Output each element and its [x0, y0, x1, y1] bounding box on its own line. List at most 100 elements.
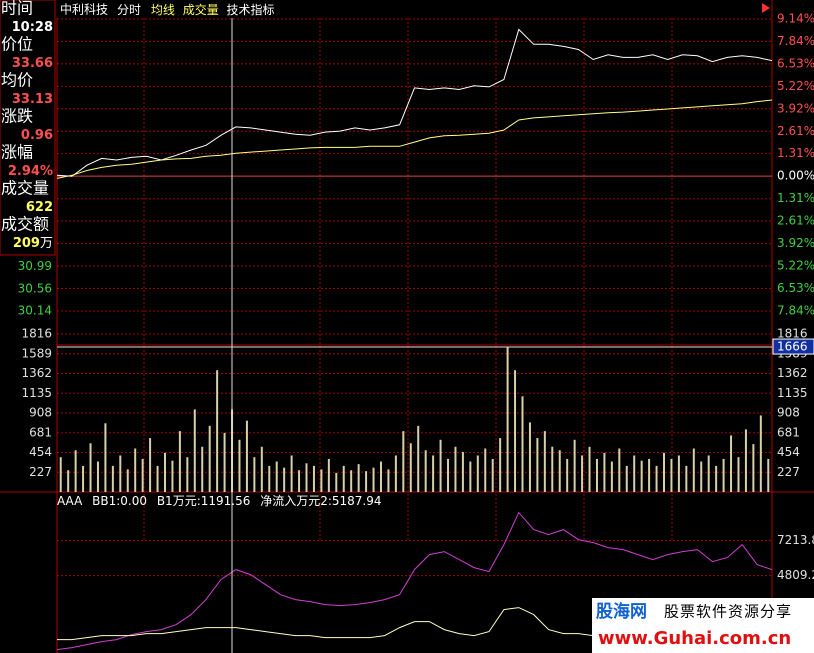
y-tick-label: 1589 — [21, 346, 52, 360]
volume-bar — [670, 458, 673, 492]
volume-bar — [543, 431, 546, 492]
tab[interactable]: 成交量 — [183, 2, 219, 17]
volume-bar — [469, 461, 472, 492]
info-value: 10:28 — [12, 20, 53, 35]
tab[interactable]: 分时 — [117, 3, 141, 17]
volume-bar — [633, 455, 636, 492]
y2-tick-label: 0.00% — [777, 169, 814, 183]
volume-bar — [506, 347, 509, 492]
tab[interactable]: 均线 — [151, 3, 175, 17]
series-line — [56, 28, 773, 177]
volume-bar — [372, 467, 375, 492]
volume-bar — [178, 431, 181, 492]
y-tick-label: 681 — [29, 425, 52, 439]
volume-bar — [744, 429, 747, 492]
cursor-label: 1666 — [777, 340, 808, 354]
readout: BB1:0.00 — [92, 494, 147, 508]
series-line — [56, 511, 773, 651]
volume-bar — [521, 396, 524, 492]
volume-bar — [186, 457, 189, 492]
volume-bar — [514, 370, 517, 492]
info-box — [0, 0, 56, 256]
arrow-icon[interactable] — [762, 3, 770, 13]
volume-bar — [379, 461, 382, 492]
y2-tick-label: 3.92% — [777, 101, 814, 115]
y2-tick-label: 1.31% — [777, 146, 814, 160]
info-label: 均价 — [1, 71, 33, 90]
volume-bar — [327, 458, 330, 492]
volume-bar — [96, 461, 99, 492]
volume-bar — [618, 448, 621, 492]
brand: 股海网 — [596, 601, 647, 622]
y-tick-label: 1816 — [21, 327, 52, 341]
volume-bar — [82, 465, 85, 492]
tabs: 分时 均线 成交量 技术指标 — [117, 2, 275, 17]
volume-bar — [283, 467, 286, 492]
volume-bar — [365, 471, 368, 492]
y2-tick-label: 5.22% — [777, 258, 814, 272]
volume-bar — [216, 370, 219, 492]
volume-bar — [89, 443, 92, 492]
y-tick-label-right: 681 — [777, 425, 800, 439]
y-tick-label: 30.99 — [18, 259, 52, 273]
volume-bar — [171, 460, 174, 492]
volume-bar — [126, 469, 129, 492]
y-tick-label-right: 454 — [777, 445, 800, 459]
volume-bar — [707, 455, 710, 492]
y2-tick-label: 2.61% — [777, 214, 814, 228]
value: 33.66 — [12, 56, 53, 71]
value: 2.94% — [8, 164, 53, 179]
volume-bar — [655, 465, 658, 492]
readout: B1万元:1191.56 — [157, 494, 251, 508]
volume-bar — [253, 457, 256, 492]
y-tick-label-right: 1362 — [777, 366, 808, 380]
volume-bar — [536, 438, 539, 492]
y-tick-label-right: 1816 — [777, 327, 808, 341]
y-tick-label-right: 1135 — [777, 386, 808, 400]
volume-bar — [238, 439, 241, 492]
volume-bar — [528, 422, 531, 492]
tab[interactable]: 技术指标 — [227, 2, 275, 17]
y2-tick-label: 9.14% — [777, 12, 814, 26]
unit: 万 — [40, 236, 53, 251]
volume-bar — [461, 451, 464, 492]
volume-bar — [320, 469, 323, 492]
volume-bar — [581, 455, 584, 492]
y-tick-label: 227 — [29, 465, 52, 479]
volume-bar — [648, 458, 651, 492]
volume-bar — [394, 455, 397, 492]
volume-bar — [268, 465, 271, 492]
volume-bar — [476, 455, 479, 492]
volume-bar — [692, 448, 695, 492]
stock-name: 中利科技 — [60, 2, 108, 17]
info-value: 209万 — [13, 236, 53, 251]
y-tick-label: 30.14 — [18, 304, 52, 318]
volume-bar — [730, 435, 733, 492]
value: 0.96 — [21, 128, 53, 143]
info-value: 0.96 — [21, 128, 53, 143]
volume-bar — [342, 465, 345, 492]
volume-bar — [74, 450, 77, 492]
info-value: 622 — [26, 200, 53, 215]
volume-bar — [201, 446, 204, 492]
watermark: 股海网 股票软件资源分享 www.Guhai.com.cn — [592, 598, 814, 653]
volume-bar — [588, 446, 591, 492]
readout: 净流入万元2:5187.94 — [260, 494, 381, 508]
volume-bar — [491, 458, 494, 492]
volume-bar — [447, 458, 450, 492]
volume-bar — [141, 458, 144, 492]
volume-bar — [149, 438, 152, 492]
indicator-readout: AAA BB1:0.00 B1万元:1191.56 净流入万元2:5187.94 — [57, 494, 382, 508]
info-label: 涨幅 — [1, 143, 33, 162]
volume-bar — [752, 444, 755, 492]
volume-bar — [722, 458, 725, 492]
series-line — [56, 99, 773, 179]
volume-bar — [484, 448, 487, 492]
y2-tick-label: 2.61% — [777, 124, 814, 138]
volume-bar — [551, 446, 554, 492]
volume-bar — [193, 409, 196, 492]
info-label: 成交额 — [1, 215, 49, 234]
